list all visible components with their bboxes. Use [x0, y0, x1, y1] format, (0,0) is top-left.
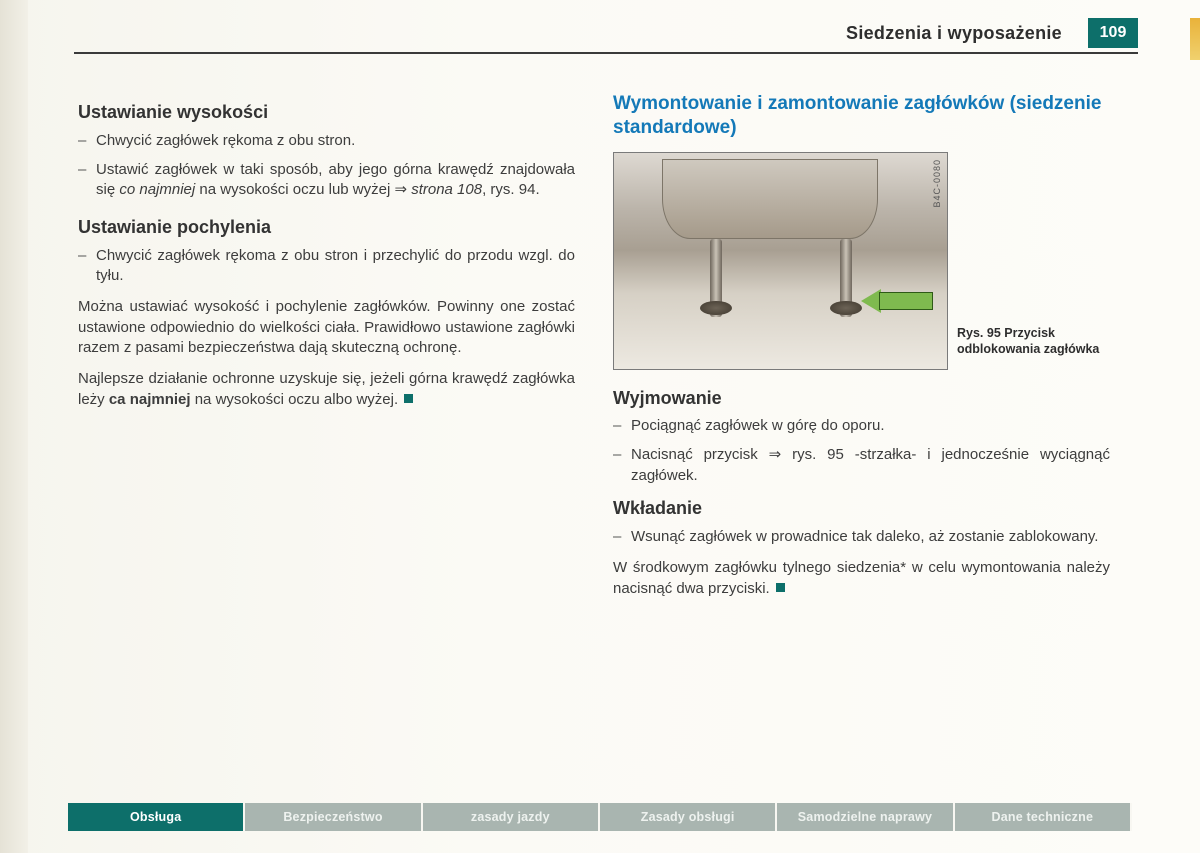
bullet-text: Wsunąć zagłówek w prowadnice tak daleko,… [631, 527, 1110, 548]
list-item: – Wsunąć zagłówek w prowadnice tak dalek… [613, 527, 1110, 548]
section-title: Siedzenia i wyposażenie [846, 23, 1062, 44]
bullet-text: Ustawić zagłówek w taki sposób, aby jego… [96, 160, 575, 201]
text-bold: ca najmniej [109, 391, 191, 408]
page-ref: strona 108 [411, 181, 482, 198]
end-square-icon [776, 583, 785, 592]
bullet-text: Nacisnąć przycisk ⇒ rys. 95 -strzałka- i… [631, 445, 1110, 486]
list-item: – Chwycić zagłówek rękoma z obu stron i … [78, 246, 575, 287]
left-column: Ustawianie wysokości – Chwycić zagłówek … [78, 92, 575, 773]
tab-naprawy[interactable]: Samodzielne naprawy [777, 803, 954, 831]
figure-caption: Rys. 95 Przycisk odblokowania zagłówka [957, 326, 1107, 357]
book-spine [0, 0, 28, 853]
dash-icon: – [613, 527, 631, 548]
paragraph: Najlepsze działanie ochronne uzyskuje si… [78, 369, 575, 410]
text: W środkowym zagłówku tylnego siedzenia* … [613, 559, 1110, 597]
post-base [830, 301, 862, 315]
post-base [700, 301, 732, 315]
list-item: – Pociągnąć zagłówek w górę do oporu. [613, 416, 1110, 437]
text: , rys. 94. [482, 181, 540, 198]
bullet-text: Chwycić zagłówek rękoma z obu stron. [96, 131, 575, 152]
arrow-head [861, 289, 881, 313]
arrow-body [879, 292, 933, 310]
figure-image: B4C-0080 [613, 152, 948, 370]
headrest-shape [662, 159, 878, 239]
paragraph: Można ustawiać wysokość i pochylenie zag… [78, 297, 575, 359]
text: na wysokości oczu lub wyżej ⇒ [195, 181, 411, 198]
text-italic: co najmniej [119, 181, 195, 198]
paragraph: W środkowym zagłówku tylnego siedzenia* … [613, 558, 1110, 599]
page: Siedzenia i wyposażenie 109 Ustawianie w… [0, 0, 1200, 853]
dash-icon: – [78, 160, 96, 201]
section-heading: Wymontowanie i zamontowanie zagłówków (s… [613, 92, 1110, 140]
image-code: B4C-0080 [931, 159, 943, 208]
page-header: Siedzenia i wyposażenie 109 [846, 18, 1138, 48]
end-square-icon [404, 394, 413, 403]
dash-icon: – [613, 445, 631, 486]
dash-icon: – [613, 416, 631, 437]
arrow-icon [861, 289, 933, 313]
heading-remove: Wyjmowanie [613, 386, 1110, 411]
heading-tilt: Ustawianie pochylenia [78, 215, 575, 240]
page-number: 109 [1088, 18, 1138, 48]
heading-height: Ustawianie wysokości [78, 100, 575, 125]
dash-icon: – [78, 246, 96, 287]
page-edge-tab [1190, 18, 1200, 60]
figure: B4C-0080 Rys. 95 Przycisk odblokowania z… [613, 152, 1110, 370]
list-item: – Nacisnąć przycisk ⇒ rys. 95 -strzałka-… [613, 445, 1110, 486]
tab-zasady-obslugi[interactable]: Zasady obsługi [600, 803, 777, 831]
right-column: Wymontowanie i zamontowanie zagłówków (s… [613, 92, 1110, 773]
tab-bezpieczenstwo[interactable]: Bezpieczeństwo [245, 803, 422, 831]
tab-obsluga[interactable]: Obsługa [68, 803, 245, 831]
heading-insert: Wkładanie [613, 496, 1110, 521]
list-item: – Ustawić zagłówek w taki sposób, aby je… [78, 160, 575, 201]
content-columns: Ustawianie wysokości – Chwycić zagłówek … [78, 92, 1110, 773]
tab-dane-techniczne[interactable]: Dane techniczne [955, 803, 1132, 831]
list-item: – Chwycić zagłówek rękoma z obu stron. [78, 131, 575, 152]
tab-zasady-jazdy[interactable]: zasady jazdy [423, 803, 600, 831]
bullet-text: Pociągnąć zagłówek w górę do oporu. [631, 416, 1110, 437]
footer-tabs: Obsługa Bezpieczeństwo zasady jazdy Zasa… [68, 803, 1132, 831]
text: na wysokości oczu albo wyżej. [191, 391, 403, 408]
header-rule [74, 52, 1138, 54]
dash-icon: – [78, 131, 96, 152]
bullet-text: Chwycić zagłówek rękoma z obu stron i pr… [96, 246, 575, 287]
